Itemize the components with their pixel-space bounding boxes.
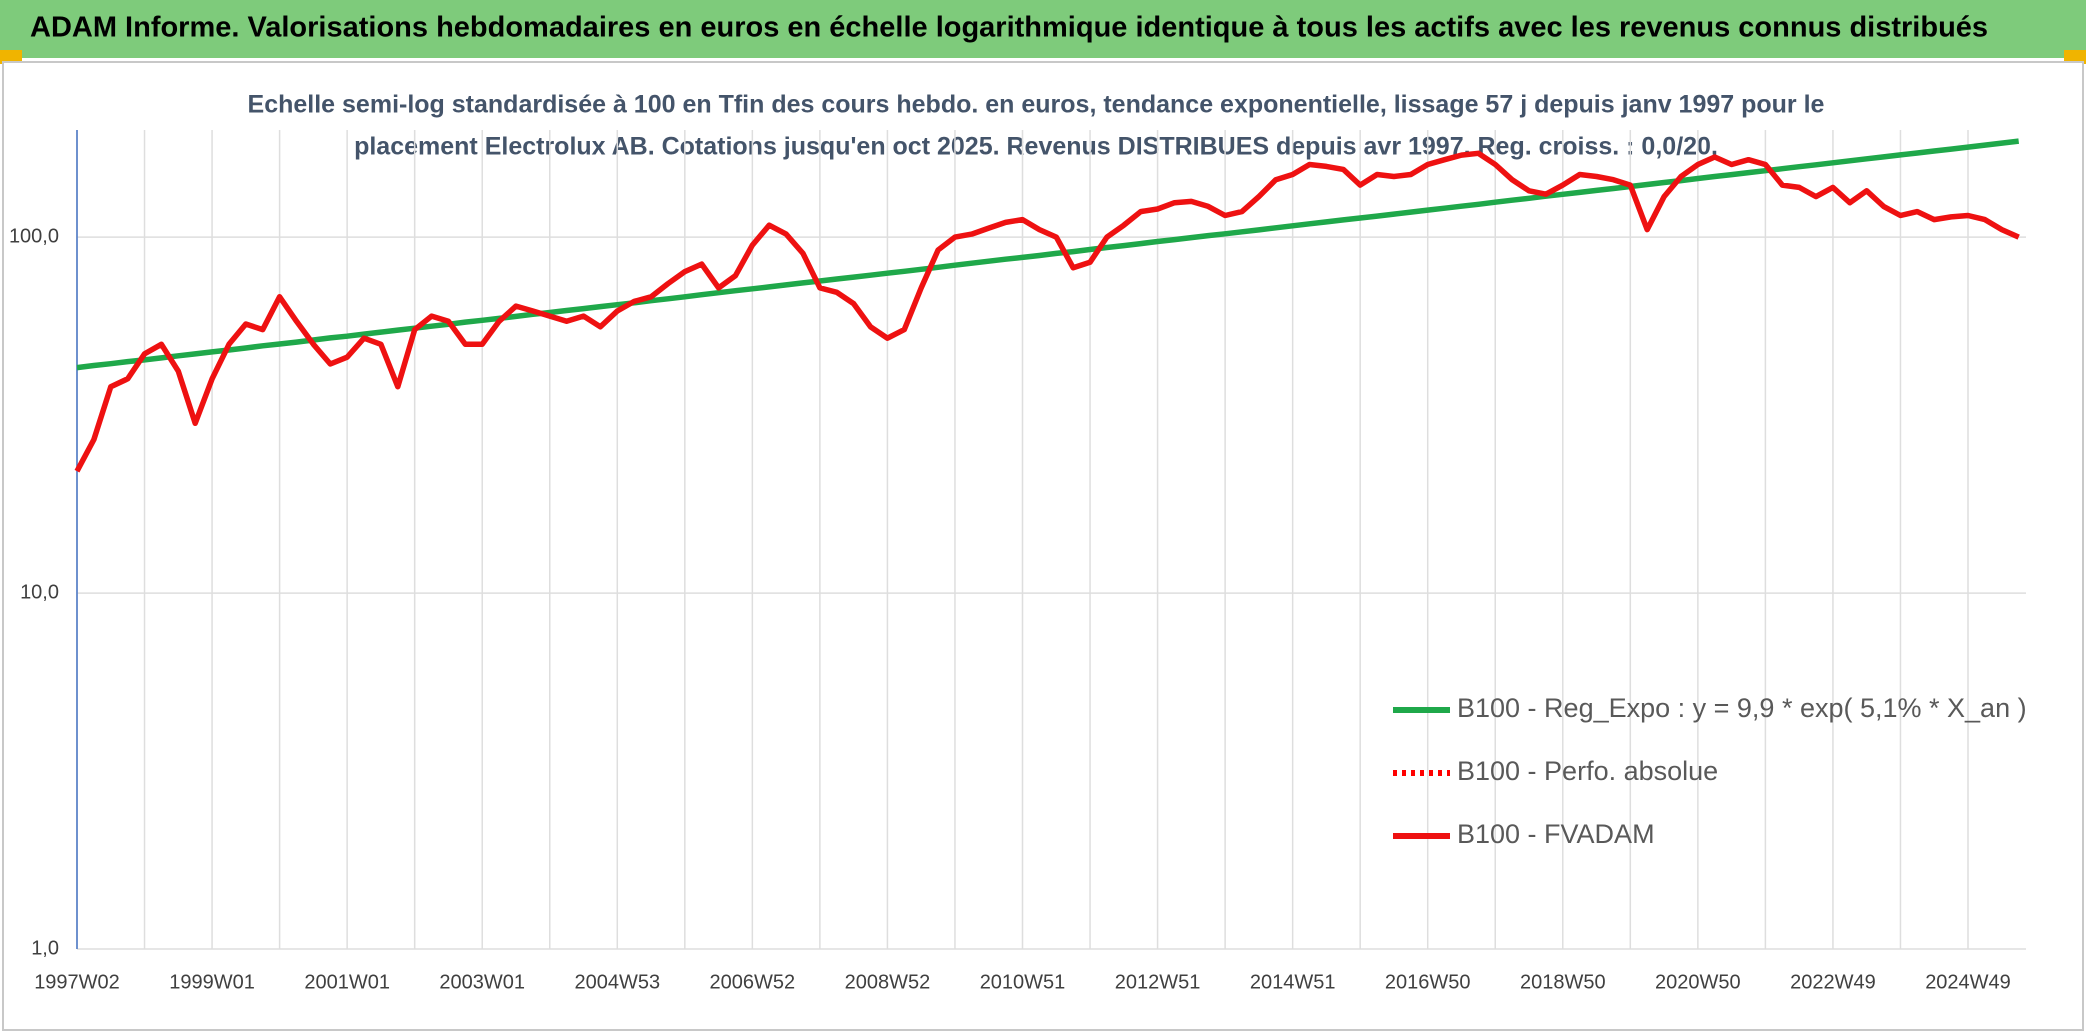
- x-tick-label: 2014W51: [1250, 971, 1336, 993]
- corner-mark: [0, 50, 22, 64]
- x-tick-label: 2020W50: [1655, 971, 1741, 993]
- x-tick-label: 2012W51: [1115, 971, 1201, 993]
- x-tick-label: 2022W49: [1790, 971, 1876, 993]
- y-tick-label: 1,0: [31, 937, 59, 959]
- legend-label: B100 - Reg_Expo : y = 9,9 * exp( 5,1% * …: [1457, 693, 2027, 723]
- x-tick-label: 1999W01: [169, 971, 255, 993]
- x-tick-label: 1997W02: [34, 971, 120, 993]
- x-tick-label: 2001W01: [304, 971, 390, 993]
- x-tick-label: 2004W53: [574, 971, 660, 993]
- x-tick-label: 2024W49: [1925, 971, 2011, 993]
- x-tick-label: 2003W01: [439, 971, 525, 993]
- x-tick-label: 2018W50: [1520, 971, 1606, 993]
- legend-label: B100 - FVADAM: [1457, 819, 1655, 849]
- x-tick-label: 2010W51: [980, 971, 1066, 993]
- y-tick-label: 10,0: [20, 581, 59, 603]
- series-line: [74, 150, 2020, 473]
- subtitle: placement Electrolux AB. Cotations jusqu…: [354, 133, 1718, 161]
- header-bar: [0, 0, 2086, 58]
- corner-mark: [2064, 50, 2086, 64]
- subtitle: Echelle semi-log standardisée à 100 en T…: [248, 91, 1825, 119]
- x-tick-label: 2016W50: [1385, 971, 1471, 993]
- chart-title: ADAM Informe. Valorisations hebdomadaire…: [30, 12, 1988, 44]
- x-tick-label: 2006W52: [710, 971, 796, 993]
- x-tick-label: 2008W52: [845, 971, 931, 993]
- series-line: [76, 138, 2020, 371]
- legend-label: B100 - Perfo. absolue: [1457, 756, 1718, 786]
- y-tick-label: 100,0: [9, 225, 59, 247]
- chart-frame: [2, 61, 2084, 1031]
